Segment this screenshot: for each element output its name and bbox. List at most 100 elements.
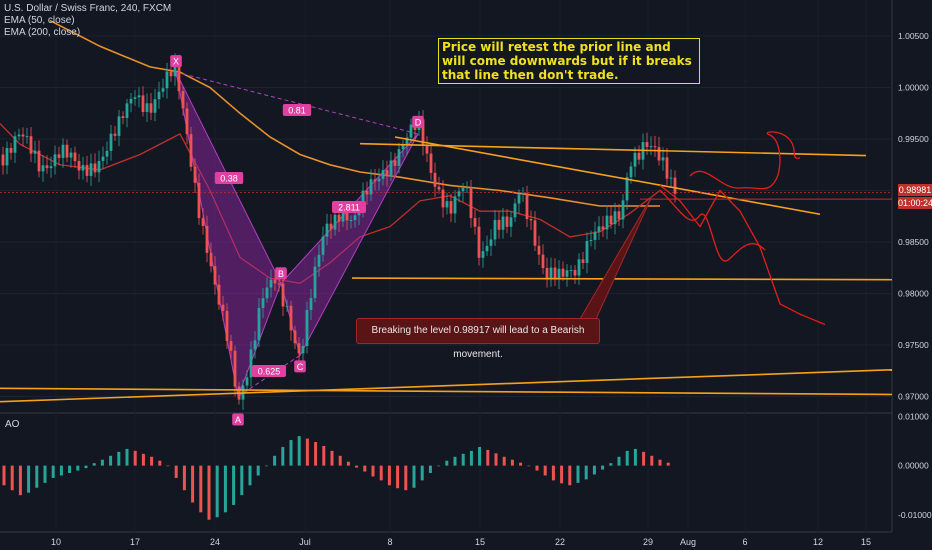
- x-tick-label: 17: [130, 537, 140, 547]
- candle-body: [117, 116, 121, 136]
- harmonic-pattern[interactable]: [175, 71, 419, 399]
- candle-body: [197, 182, 201, 219]
- candle-body: [285, 305, 289, 307]
- candle-body: [165, 71, 169, 89]
- callout-note[interactable]: Breaking the level 0.98917 will lead to …: [356, 318, 600, 360]
- ao-bar: [445, 460, 449, 466]
- candle-body: [265, 287, 269, 299]
- point-c: C: [297, 362, 304, 372]
- candle-body: [589, 239, 593, 242]
- candle-body: [145, 103, 149, 113]
- candle-body: [73, 152, 77, 161]
- candle-body: [157, 91, 161, 100]
- candle-body: [445, 201, 449, 208]
- candle-body: [577, 259, 581, 276]
- ao-bar: [560, 465, 564, 484]
- ao-bar: [543, 465, 547, 476]
- candle-body: [573, 269, 577, 276]
- candle-body: [457, 191, 461, 197]
- y-tick-label: 0.97000: [898, 392, 929, 402]
- ao-bar: [404, 465, 408, 491]
- alt-scenario-path: [659, 189, 766, 262]
- candle-body: [81, 165, 85, 171]
- candle-body: [209, 252, 213, 267]
- point-c-bg: [294, 360, 306, 373]
- forecast-drawing[interactable]: [659, 131, 826, 326]
- ao-tick-label: 0.01000: [898, 411, 929, 421]
- candle-body: [489, 239, 493, 246]
- candle-body: [513, 203, 517, 218]
- ao-bar: [625, 450, 629, 466]
- ao-bar: [478, 446, 482, 466]
- ao-bar: [166, 465, 170, 467]
- ao-bar: [322, 445, 326, 466]
- ao-bar: [68, 465, 72, 473]
- candle-body: [53, 154, 57, 167]
- ao-bar: [601, 465, 605, 470]
- ao-bar: [527, 465, 531, 467]
- candle-body: [9, 148, 13, 153]
- candle-body: [597, 226, 601, 232]
- candle-body: [557, 268, 561, 279]
- candle-body: [33, 150, 37, 154]
- candle-body: [585, 241, 589, 263]
- candle-body: [533, 220, 537, 246]
- candles: [1, 53, 677, 410]
- candle-body: [121, 116, 125, 118]
- x-tick-label: 29: [643, 537, 653, 547]
- ao-histogram: [2, 436, 670, 520]
- candle-body: [189, 134, 193, 167]
- x-tick-label: 24: [210, 537, 220, 547]
- candle-body: [21, 134, 25, 137]
- candle-body: [293, 330, 297, 344]
- ao-bar: [535, 465, 539, 471]
- candle-body: [521, 193, 525, 195]
- ao-bar: [150, 456, 154, 466]
- descending-trendline: [394, 136, 821, 216]
- candle-body: [401, 144, 405, 150]
- candle-body: [409, 124, 413, 138]
- ratio-label: 0.38: [220, 174, 238, 184]
- trendlines[interactable]: [0, 136, 893, 403]
- ema200-path: [49, 19, 660, 207]
- candle-body: [277, 283, 281, 285]
- point-x: X: [173, 57, 179, 67]
- point-b-bg: [275, 267, 287, 280]
- ao-bar: [428, 465, 432, 473]
- ema200-line: [49, 19, 660, 207]
- candle-body: [629, 166, 633, 178]
- ao-bar: [510, 459, 514, 466]
- candle-body: [637, 152, 641, 160]
- ao-tick-label: -0.01000: [898, 510, 932, 520]
- candle-body: [613, 211, 617, 225]
- ao-bar: [519, 462, 523, 466]
- ema50-line: [0, 123, 661, 284]
- candle-body: [661, 157, 665, 161]
- candle-body: [177, 59, 181, 92]
- ao-bar: [223, 465, 227, 513]
- countdown-tag: 01:00:24: [898, 197, 932, 209]
- ema50-legend: EMA (50, close): [4, 15, 75, 26]
- ao-bar: [240, 465, 244, 496]
- candle-body: [461, 187, 465, 192]
- candle-body: [113, 133, 117, 136]
- ao-bar: [43, 465, 47, 483]
- point-d-bg: [412, 115, 424, 128]
- candle-body: [261, 298, 265, 308]
- x-tick-label: 10: [51, 537, 61, 547]
- ao-bar: [617, 456, 621, 466]
- candle-body: [605, 215, 609, 230]
- candle-body: [85, 165, 89, 176]
- ao-bar: [379, 465, 383, 481]
- candle-body: [325, 223, 329, 237]
- ao-bar: [109, 455, 113, 466]
- ao-bar: [486, 449, 490, 466]
- bullish-scenario-path: [689, 131, 801, 190]
- support-line: [351, 277, 893, 281]
- candle-body: [485, 245, 489, 252]
- ao-bar: [199, 465, 203, 513]
- candle-body: [201, 218, 205, 226]
- ao-tick-label: 0.00000: [898, 461, 929, 471]
- annotation-note[interactable]: Price will retest the prior line and wil…: [438, 38, 700, 84]
